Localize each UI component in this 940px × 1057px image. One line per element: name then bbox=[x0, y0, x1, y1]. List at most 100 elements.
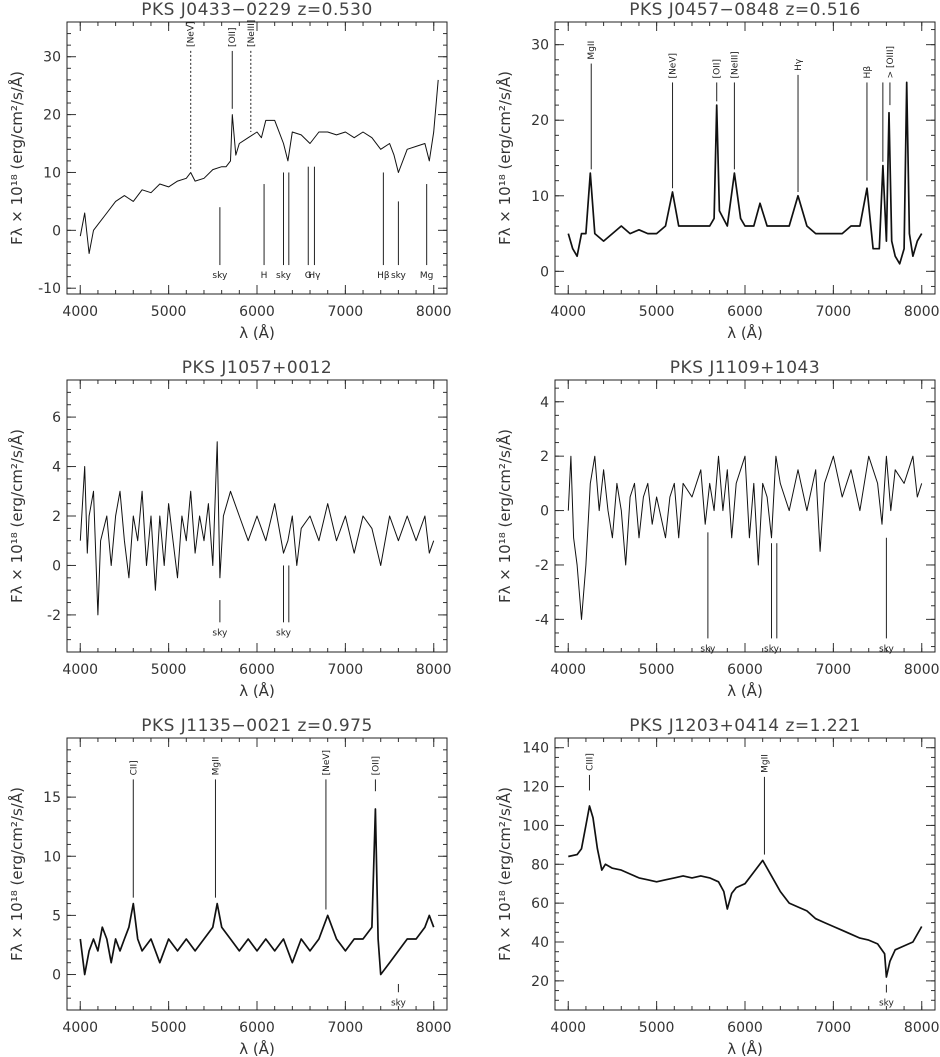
panel-title: PKS J1057+0012 bbox=[182, 358, 332, 378]
x-tick-label: 6000 bbox=[239, 662, 275, 678]
y-tick-label: 0 bbox=[52, 558, 61, 574]
x-tick-label: 4000 bbox=[62, 662, 98, 678]
y-axis-label: Fλ × 10¹⁸ (erg/cm²/s/Å) bbox=[7, 71, 26, 245]
plot-frame bbox=[66, 737, 448, 1011]
panel-6: PKS J1203+0414 z=1.221 4000 5000 6000 7000 80… bbox=[495, 716, 940, 1057]
y-tick-label: 2 bbox=[540, 449, 549, 465]
marker-label: [OII] bbox=[713, 59, 723, 78]
y-tick-label: 5 bbox=[52, 908, 61, 924]
y-tick-label: -4 bbox=[535, 612, 549, 628]
spectrum-line bbox=[567, 455, 923, 620]
y-tick-label: 30 bbox=[43, 50, 61, 66]
y-tick-label: 15 bbox=[43, 790, 61, 806]
x-tick-label: 7000 bbox=[816, 662, 852, 678]
marker-label: G bbox=[305, 271, 312, 281]
y-tick-label: 100 bbox=[522, 818, 549, 834]
y-tick-label: 4 bbox=[52, 460, 61, 476]
y-tick-label: 140 bbox=[522, 741, 549, 757]
x-tick-label: 6000 bbox=[727, 1020, 763, 1036]
x-tick-label: 8000 bbox=[904, 1020, 940, 1036]
y-tick-label: 10 bbox=[43, 165, 61, 181]
x-tick-label: 8000 bbox=[904, 662, 940, 678]
y-tick-label: 6 bbox=[52, 410, 61, 426]
marker-label: H bbox=[261, 271, 268, 281]
y-tick-label: 20 bbox=[531, 113, 549, 129]
marker-label: sky bbox=[276, 271, 292, 281]
marker-label: CII] bbox=[129, 760, 139, 775]
x-axis-label: λ (Å) bbox=[727, 681, 763, 700]
x-tick-label: 5000 bbox=[151, 662, 187, 678]
marker-label: [NeV] bbox=[669, 53, 679, 78]
x-tick-label: 4000 bbox=[550, 1020, 586, 1036]
y-tick-label: 0 bbox=[540, 504, 549, 520]
y-tick-label: 30 bbox=[531, 38, 549, 54]
x-axis-label: λ (Å) bbox=[727, 1039, 763, 1057]
plot-frame bbox=[554, 21, 936, 295]
marker-label: Hβ bbox=[863, 66, 873, 79]
plot-frame bbox=[66, 21, 448, 295]
y-tick-label: 10 bbox=[43, 849, 61, 865]
marker-label: MgII bbox=[760, 754, 770, 773]
plot-frame bbox=[554, 737, 936, 1011]
y-tick-label: 0 bbox=[540, 264, 549, 280]
marker-label: MgII bbox=[587, 41, 597, 60]
x-tick-label: 5000 bbox=[639, 662, 675, 678]
x-tick-label: 7000 bbox=[816, 304, 852, 320]
panel-2: PKS J0457−0848 z=0.516 4000 5000 6000 7000 80… bbox=[495, 0, 940, 342]
x-axis-label: λ (Å) bbox=[239, 681, 275, 700]
y-tick-label: 120 bbox=[522, 780, 549, 796]
y-tick-label: -10 bbox=[38, 281, 61, 297]
x-tick-label: 8000 bbox=[904, 304, 940, 320]
panel-title: PKS J0457−0848 z=0.516 bbox=[629, 0, 861, 20]
y-axis-label: Fλ × 10¹⁸ (erg/cm²/s/Å) bbox=[495, 429, 514, 603]
x-tick-label: 8000 bbox=[416, 304, 452, 320]
panel-1: PKS J0433−0229 z=0.530 4000 5000 6000 7000 80… bbox=[7, 0, 452, 342]
marker-label: [NeV] bbox=[322, 750, 332, 775]
x-tick-label: 7000 bbox=[816, 1020, 852, 1036]
x-tick-label: 8000 bbox=[416, 662, 452, 678]
marker-label: [NeV] bbox=[187, 21, 197, 46]
x-axis-label: λ (Å) bbox=[727, 323, 763, 342]
x-tick-label: 6000 bbox=[239, 1020, 275, 1036]
panel-3: PKS J1057+0012 4000 5000 6000 7000 8000 -2 0 2 4 6… bbox=[7, 358, 452, 700]
x-axis-label: λ (Å) bbox=[239, 323, 275, 342]
marker-label: CIII] bbox=[585, 753, 595, 771]
y-tick-label: -2 bbox=[47, 608, 61, 624]
y-axis-label: Fλ × 10¹⁸ (erg/cm²/s/Å) bbox=[7, 787, 26, 961]
spectrum-line bbox=[568, 805, 923, 978]
y-tick-label: 0 bbox=[52, 223, 61, 239]
panel-4: PKS J1109+1043 4000 5000 6000 7000 8000 -4 -2 0 2… bbox=[495, 358, 940, 700]
marker-label: sky bbox=[879, 999, 895, 1009]
panel-title: PKS J1135−0021 z=0.975 bbox=[141, 716, 373, 736]
y-axis-label: Fλ × 10¹⁸ (erg/cm²/s/Å) bbox=[495, 71, 514, 245]
y-tick-label: 40 bbox=[531, 935, 549, 951]
marker-label: > [OIII] bbox=[886, 46, 896, 78]
x-tick-label: 4000 bbox=[550, 662, 586, 678]
y-tick-label: 20 bbox=[531, 974, 549, 990]
y-tick-label: 2 bbox=[52, 509, 61, 525]
plot-frame bbox=[66, 379, 448, 653]
x-tick-label: 4000 bbox=[62, 304, 98, 320]
x-tick-label: 5000 bbox=[639, 304, 675, 320]
marker-label: Hβ bbox=[377, 271, 390, 281]
marker-label: sky bbox=[212, 628, 228, 638]
spectrum-line bbox=[567, 81, 923, 265]
spectrum-line bbox=[79, 79, 439, 254]
x-tick-label: 4000 bbox=[550, 304, 586, 320]
marker-label: MgII bbox=[211, 757, 221, 776]
marker-label: sky bbox=[764, 644, 780, 654]
marker-label: [OII] bbox=[371, 756, 381, 775]
panel-title: PKS J1203+0414 z=1.221 bbox=[629, 716, 861, 736]
marker-label: Mg bbox=[420, 271, 433, 281]
spectrum-line bbox=[79, 808, 435, 976]
y-axis-label: Fλ × 10¹⁸ (erg/cm²/s/Å) bbox=[7, 429, 26, 603]
y-tick-label: 10 bbox=[531, 189, 549, 205]
x-tick-label: 5000 bbox=[151, 304, 187, 320]
x-tick-label: 7000 bbox=[328, 1020, 364, 1036]
panel-5: PKS J1135−0021 z=0.975 4000 5000 6000 7000 80… bbox=[7, 716, 452, 1057]
marker-label: sky bbox=[391, 998, 407, 1008]
y-axis-label: Fλ × 10¹⁸ (erg/cm²/s/Å) bbox=[495, 787, 514, 961]
marker-label: sky bbox=[879, 644, 895, 654]
x-tick-label: 4000 bbox=[62, 1020, 98, 1036]
